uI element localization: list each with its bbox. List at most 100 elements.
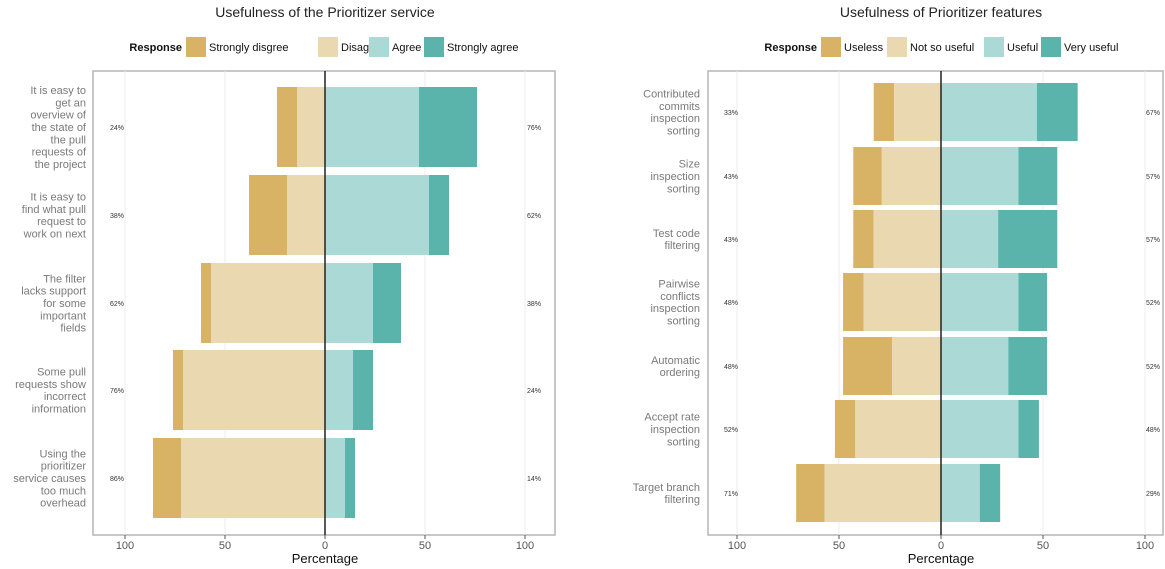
category-label-line: prioritizer	[41, 461, 87, 473]
bar-segment-agree	[325, 438, 345, 518]
x-tick-label: 50	[1037, 540, 1049, 552]
legend-title: Response	[129, 42, 182, 54]
category-label: Contributed commits inspection sorting	[643, 89, 700, 138]
category-label-line: Test code	[653, 228, 700, 240]
category-label-line: the state of	[32, 122, 87, 134]
chart-title: Usefulness of Prioritizer features	[840, 4, 1042, 20]
chart-panel-2: Usefulness of Prioritizer features Respon…	[633, 4, 1164, 566]
right-percent-label: 38%	[527, 301, 541, 308]
category-label-line: The filter	[43, 273, 86, 285]
bar-segment-strongly-agree	[419, 87, 477, 167]
left-percent-label: 86%	[110, 476, 124, 483]
left-percent-label: 48%	[724, 300, 738, 307]
bar-segment-useless	[873, 83, 895, 141]
legend-label-4: Strongly agree	[447, 42, 519, 54]
right-percent-label: 62%	[527, 213, 541, 220]
category-label-line: for some	[43, 298, 86, 310]
right-percent-label: 24%	[527, 388, 541, 395]
bar-segment-disagree	[181, 438, 325, 518]
category-label-line: Size	[679, 159, 700, 171]
bar-segment-useless	[853, 147, 882, 205]
bar-segment-useless	[853, 210, 874, 268]
category-label-line: sorting	[667, 436, 700, 448]
category-label-line: the pull	[51, 134, 86, 146]
legend-swatch-2	[318, 37, 338, 57]
category-label-line: important	[40, 310, 86, 322]
right-percent-label: 14%	[527, 476, 541, 483]
left-percent-label: 62%	[110, 301, 124, 308]
left-percent-label: 43%	[724, 174, 738, 181]
category-label: Using the prioritizer service causes too mu…	[13, 448, 86, 509]
category-label-line: too much	[41, 485, 86, 497]
category-label: Test code filtering	[653, 228, 700, 252]
bar-segment-very-useful	[1036, 83, 1078, 141]
legend-label-4: Very useful	[1064, 42, 1118, 54]
chart-panel-1: Usefulness of the Prioritizer service Res…	[13, 4, 556, 566]
left-percent-label: 38%	[110, 213, 124, 220]
category-label-line: overhead	[40, 498, 86, 510]
category-label-line: inspection	[650, 303, 700, 315]
bar-row-2	[249, 175, 449, 255]
left-percent-label: 33%	[724, 110, 738, 117]
category-label: It is easy to get an overview of the state …	[30, 85, 87, 171]
bar-segment-useful	[941, 210, 999, 268]
x-tick-label: 100	[728, 540, 746, 552]
category-label-line: Some pull	[37, 367, 86, 379]
bar-segment-disagree	[287, 175, 325, 255]
category-label-line: overview of	[30, 110, 87, 122]
legend-swatch-1	[821, 37, 841, 57]
x-tick-label: 50	[833, 540, 845, 552]
category-label-line: filtering	[665, 240, 700, 252]
category-label-line: service causes	[13, 473, 86, 485]
category-label-line: the project	[35, 159, 86, 171]
right-percent-label: 76%	[527, 125, 541, 132]
bar-segment-not-so-useful	[863, 273, 941, 331]
category-label-line: requests of	[32, 147, 87, 159]
category-label-line: inspection	[650, 113, 700, 125]
bar-segment-disagree	[211, 263, 325, 343]
bar-row-4	[173, 350, 373, 430]
bar-segment-not-so-useful	[892, 337, 941, 395]
legend-swatch-3	[984, 37, 1004, 57]
x-tick-label: 0	[322, 540, 328, 552]
category-label: Automatic ordering	[651, 355, 700, 379]
legend: Response Strongly disgree Disagree Agree Str…	[129, 37, 519, 57]
bar-row-4	[843, 273, 1048, 331]
x-tick-label: 50	[419, 540, 431, 552]
legend-swatch-1	[186, 37, 206, 57]
x-tick-label: 100	[116, 540, 134, 552]
category-label-line: request to	[37, 216, 86, 228]
bar-row-1	[277, 87, 477, 167]
bar-segment-very-useful	[1018, 400, 1039, 458]
bar-row-7	[796, 464, 1001, 522]
legend-swatch-4	[1041, 37, 1061, 57]
category-label-line: Automatic	[651, 355, 700, 367]
left-percent-label: 24%	[110, 125, 124, 132]
category-label-line: incorrect	[44, 391, 86, 403]
bar-segment-useless	[796, 464, 825, 522]
right-percent-label: 29%	[1146, 491, 1160, 498]
bar-segment-strongly-agree	[353, 350, 373, 430]
legend-label-3: Useful	[1007, 42, 1038, 54]
category-label-line: Pairwise	[658, 279, 700, 291]
legend-label-2: Not so useful	[910, 42, 974, 54]
category-label-line: fields	[60, 323, 86, 335]
bar-segment-agree	[325, 263, 373, 343]
category-label: Pairwise conflicts inspection sorting	[650, 279, 700, 328]
bar-segment-very-useful	[1018, 147, 1058, 205]
bar-segment-agree	[325, 350, 353, 430]
category-label: Some pull requests show incorrect informati…	[15, 367, 86, 416]
category-label-line: Target branch	[633, 482, 700, 494]
bar-segment-strongly-agree	[345, 438, 355, 518]
bar-segment-useful	[941, 337, 1009, 395]
category-label-line: get an	[55, 97, 86, 109]
legend-swatch-3	[369, 37, 389, 57]
category-label-line: sorting	[667, 183, 700, 195]
bar-segment-strongly-disgree	[173, 350, 183, 430]
category-label-line: lacks support	[21, 286, 86, 298]
category-label-line: ordering	[660, 367, 700, 379]
bar-segment-strongly-disgree	[153, 438, 181, 518]
legend-label-1: Strongly disgree	[209, 42, 289, 54]
legend: Response Useless Not so useful Useful Very u…	[764, 37, 1118, 57]
category-label-line: Accept rate	[644, 412, 700, 424]
